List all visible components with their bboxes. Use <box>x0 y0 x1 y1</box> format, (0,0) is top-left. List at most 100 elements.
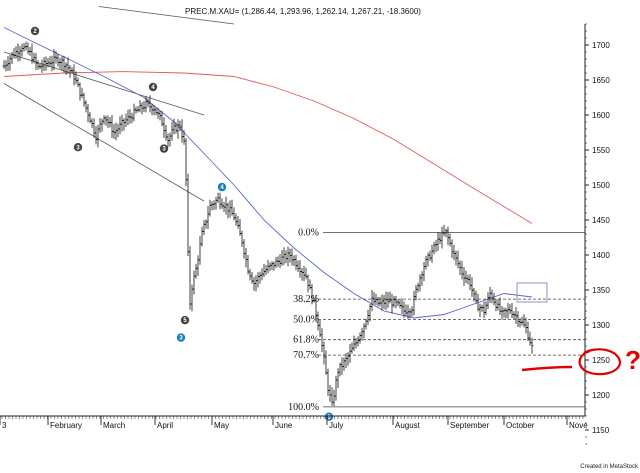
price-bar <box>278 254 282 269</box>
price-bar <box>418 274 422 292</box>
price-bar <box>100 118 104 132</box>
price-bar <box>164 124 168 141</box>
price-bar <box>248 268 252 281</box>
price-bar <box>8 54 12 71</box>
price-bar <box>206 205 210 230</box>
price-bar <box>244 248 248 268</box>
price-bar <box>256 272 260 288</box>
price-bar <box>528 331 532 346</box>
svg-text:4: 4 <box>151 85 155 91</box>
price-bar <box>326 368 330 396</box>
price-bar <box>74 71 78 85</box>
price-bar <box>390 293 394 314</box>
price-bar <box>480 304 484 312</box>
price-bar <box>170 121 174 141</box>
price-bar <box>340 357 344 375</box>
price-bar <box>62 55 66 73</box>
price-bar <box>370 290 374 312</box>
price-bar <box>200 226 204 247</box>
price-bar <box>320 328 324 353</box>
price-bar <box>294 254 298 271</box>
svg-text:5: 5 <box>327 415 331 421</box>
price-bar <box>304 267 308 280</box>
red-target-line <box>521 365 573 372</box>
fib-level-label: 61.8% <box>293 335 319 346</box>
price-bar <box>82 92 86 107</box>
wave-marker: 2 <box>30 26 40 36</box>
price-bar <box>104 115 108 126</box>
price-bar <box>520 316 524 326</box>
price-bar <box>128 109 132 124</box>
price-bar <box>446 226 450 246</box>
price-bar <box>372 292 376 305</box>
price-bar <box>356 336 360 347</box>
price-bar <box>16 43 20 62</box>
price-bar <box>196 255 200 277</box>
price-bar <box>494 298 498 312</box>
axes-layer: 1150 1200 1250 1300 1350 1400 1450 1500 1550 1600… <box>0 23 610 445</box>
fibonacci-layer: 0.0% 38.2% 50.0% 61.8% 70.7% 100.0% <box>288 228 585 413</box>
price-bar <box>502 307 506 318</box>
price-bar <box>436 232 440 251</box>
x-tick-label: June <box>275 421 293 430</box>
price-bar <box>482 301 486 319</box>
price-bar <box>464 270 468 284</box>
price-bar <box>416 282 420 293</box>
price-bar <box>174 122 178 134</box>
price-bar <box>298 260 302 278</box>
price-bar <box>258 271 262 284</box>
price-bar <box>426 252 430 267</box>
y-tick-label: 1650 <box>592 76 610 85</box>
x-tick-label: August <box>395 421 421 430</box>
red-annotation-layer: ? <box>521 345 640 376</box>
price-bar <box>190 284 194 312</box>
price-bar <box>364 318 368 330</box>
price-bars-layer <box>2 41 534 407</box>
price-bar <box>506 302 510 319</box>
price-bar <box>438 232 442 245</box>
price-bar <box>150 103 154 116</box>
x-tick-label: September <box>450 421 489 430</box>
price-bar <box>98 117 102 133</box>
price-bar <box>268 262 272 272</box>
price-bar <box>188 246 192 310</box>
price-bar <box>168 132 172 147</box>
price-bar <box>522 314 526 328</box>
price-bar <box>122 118 126 131</box>
price-bar <box>192 270 196 295</box>
y-tick-label: 1300 <box>592 321 610 330</box>
price-bar <box>202 220 206 236</box>
y-tick-label: 1400 <box>592 251 610 260</box>
x-tick-label: April <box>157 421 173 430</box>
y-tick-label: 1700 <box>592 41 610 50</box>
price-bar <box>490 289 494 304</box>
price-bar <box>496 299 500 311</box>
price-bar <box>132 103 136 122</box>
fib-level-label: 70.7% <box>293 350 319 361</box>
price-bar <box>300 267 304 281</box>
price-bar <box>286 246 290 267</box>
svg-text:4: 4 <box>220 185 224 191</box>
price-bar <box>460 261 464 280</box>
price-bar <box>2 60 6 69</box>
price-bar <box>386 292 390 308</box>
price-bar <box>124 113 128 127</box>
price-bar <box>428 250 432 261</box>
price-bar <box>524 317 528 334</box>
price-bar <box>182 130 186 145</box>
price-bar <box>378 296 382 307</box>
fib-level-label: 100.0% <box>288 402 319 413</box>
price-bar <box>290 248 294 266</box>
price-bar <box>302 265 306 282</box>
trendline <box>3 51 205 116</box>
price-bar <box>422 261 426 282</box>
price-bar <box>232 207 236 221</box>
price-bar <box>274 257 278 268</box>
red-circle <box>578 348 622 376</box>
price-bar <box>284 250 288 264</box>
price-bar <box>204 219 208 229</box>
price-bar <box>488 286 492 303</box>
price-bar <box>12 48 16 59</box>
price-bar <box>346 352 350 366</box>
price-bar <box>228 200 232 218</box>
